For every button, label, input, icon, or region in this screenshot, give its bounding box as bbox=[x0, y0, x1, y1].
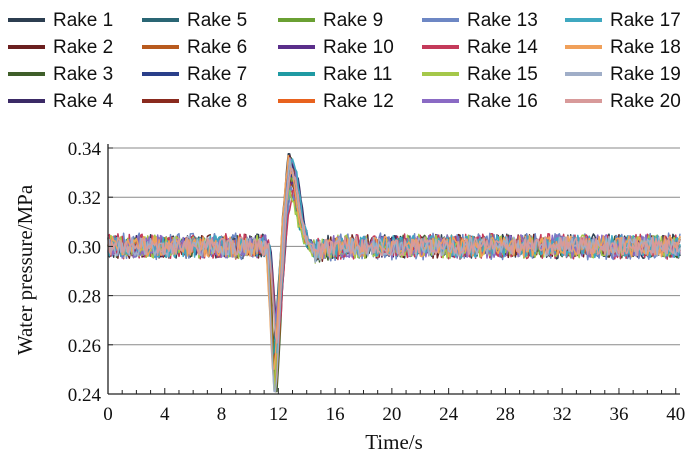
legend-label: Rake 11 bbox=[323, 64, 392, 85]
y-tick-label: 0.32 bbox=[68, 188, 101, 209]
legend-item: Rake 12 bbox=[278, 91, 394, 112]
x-tick-label: 4 bbox=[160, 404, 170, 425]
legend-item: Rake 18 bbox=[565, 37, 681, 58]
x-tick-label: 40 bbox=[666, 404, 685, 425]
legend-label: Rake 6 bbox=[187, 37, 247, 58]
y-tick-label: 0.28 bbox=[68, 287, 101, 308]
legend-label: Rake 14 bbox=[467, 37, 538, 58]
x-tick-label: 16 bbox=[326, 404, 345, 425]
series-line bbox=[107, 189, 681, 392]
y-tick-label: 0.34 bbox=[68, 139, 102, 160]
legend-label: Rake 16 bbox=[467, 91, 538, 112]
legend-label: Rake 20 bbox=[610, 91, 681, 112]
legend-item: Rake 5 bbox=[142, 10, 247, 31]
legend-item: Rake 15 bbox=[422, 64, 538, 85]
legend-item: Rake 8 bbox=[142, 91, 247, 112]
series-line bbox=[107, 188, 681, 352]
x-tick-label: 24 bbox=[439, 404, 459, 425]
x-tick-label: 0 bbox=[103, 404, 113, 425]
x-tick-label: 32 bbox=[553, 404, 572, 425]
legend-label: Rake 13 bbox=[467, 10, 538, 31]
series-line bbox=[107, 170, 681, 393]
y-tick-label: 0.30 bbox=[68, 237, 101, 258]
legend-item: Rake 7 bbox=[142, 64, 247, 85]
series-line bbox=[107, 154, 681, 371]
y-tick-label: 0.24 bbox=[68, 385, 102, 406]
legend-label: Rake 17 bbox=[610, 10, 681, 31]
legend-item: Rake 16 bbox=[422, 91, 538, 112]
series-layer bbox=[107, 153, 681, 393]
series-line bbox=[107, 172, 681, 365]
legend-item: Rake 13 bbox=[422, 10, 538, 31]
legend-label: Rake 19 bbox=[610, 64, 681, 85]
legend-label: Rake 3 bbox=[53, 64, 113, 85]
series-line bbox=[107, 157, 681, 393]
axes bbox=[107, 144, 680, 395]
y-tick-label: 0.26 bbox=[68, 336, 101, 357]
x-tick-label: 20 bbox=[382, 404, 401, 425]
x-tick-label: 12 bbox=[269, 404, 288, 425]
legend-label: Rake 15 bbox=[467, 64, 538, 85]
legend-label: Rake 7 bbox=[187, 64, 247, 85]
legend-item: Rake 17 bbox=[565, 10, 681, 31]
legend-item: Rake 9 bbox=[278, 10, 383, 31]
series-line bbox=[107, 184, 681, 357]
series-line bbox=[107, 167, 681, 344]
legend-item: Rake 20 bbox=[565, 91, 681, 112]
legend-label: Rake 1 bbox=[53, 10, 113, 31]
legend-label: Rake 5 bbox=[187, 10, 247, 31]
x-tick-label: 8 bbox=[217, 404, 227, 425]
series-line bbox=[107, 154, 681, 369]
legend-item: Rake 4 bbox=[8, 91, 114, 112]
series-line bbox=[107, 158, 681, 393]
legend: Rake 1 Rake 2 Rake 3 Rake 4 Rake 5 Rake 6 Rake… bbox=[8, 10, 681, 112]
legend-item: Rake 19 bbox=[565, 64, 681, 85]
legend-label: Rake 10 bbox=[323, 37, 394, 58]
x-axis-label: Time/s bbox=[365, 430, 423, 454]
legend-item: Rake 3 bbox=[8, 64, 113, 85]
y-tick-labels: 0.24 0.26 0.28 0.30 0.32 0.34 bbox=[68, 139, 102, 406]
legend-item: Rake 6 bbox=[142, 37, 247, 58]
legend-item: Rake 1 bbox=[8, 10, 113, 31]
legend-item: Rake 10 bbox=[278, 37, 394, 58]
legend-item: Rake 2 bbox=[8, 37, 113, 58]
legend-item: Rake 11 bbox=[278, 64, 392, 85]
legend-label: Rake 8 bbox=[187, 91, 247, 112]
y-axis-label: Water pressure/MPa bbox=[13, 184, 37, 355]
x-tick-label: 28 bbox=[496, 404, 515, 425]
legend-label: Rake 18 bbox=[610, 37, 681, 58]
legend-label: Rake 12 bbox=[323, 91, 394, 112]
series-line bbox=[107, 163, 681, 370]
series-line bbox=[107, 182, 681, 387]
legend-label: Rake 4 bbox=[53, 91, 114, 112]
x-tick-labels: 0 4 8 12 16 20 24 28 32 36 40 bbox=[103, 404, 685, 425]
legend-label: Rake 2 bbox=[53, 37, 113, 58]
x-tick-label: 36 bbox=[609, 404, 628, 425]
legend-item: Rake 14 bbox=[422, 37, 538, 58]
legend-label: Rake 9 bbox=[323, 10, 383, 31]
series-line bbox=[107, 177, 681, 393]
